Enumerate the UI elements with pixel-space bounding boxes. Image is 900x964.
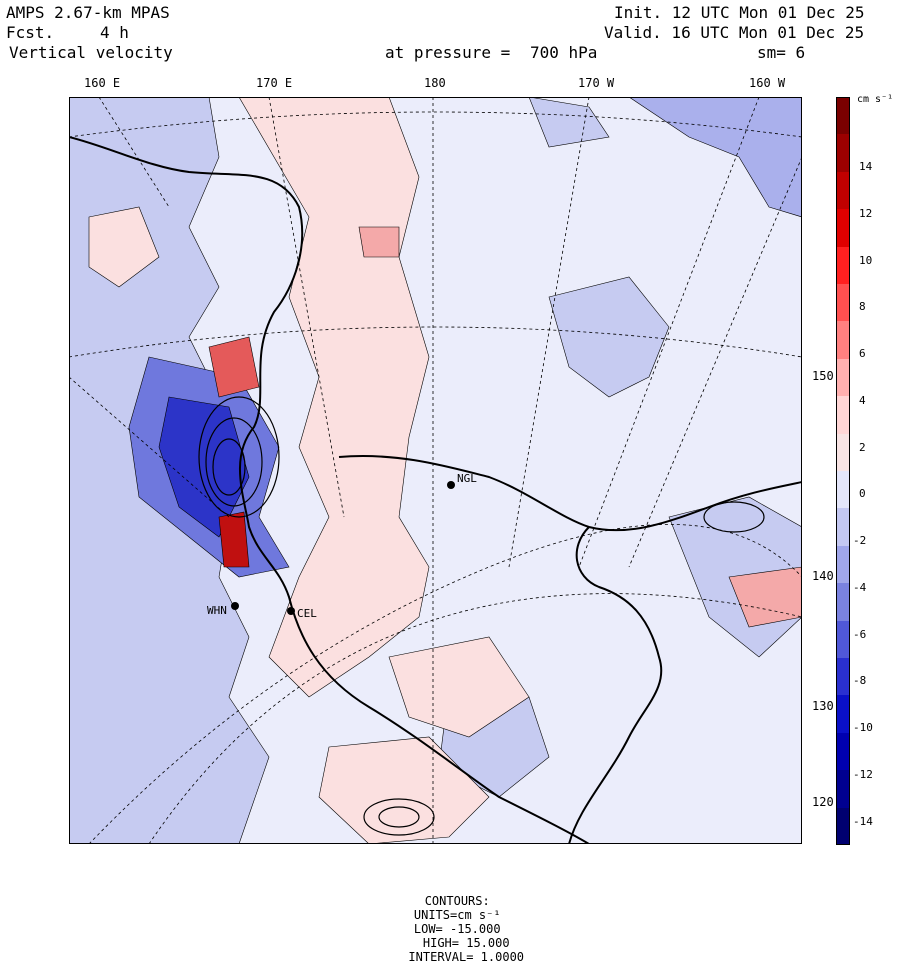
colorbar-tick-label: -4 [853,580,867,594]
colorbar-segment [836,508,850,547]
colorbar-segment [836,658,850,696]
lon-label-170w: 170 W [578,76,615,90]
low-label: LOW= -15.000 [413,922,501,936]
lon-label-160w: 160 W [749,76,786,90]
stations: NGL WHN CEL [207,472,477,620]
interval-label: INTERVAL= 1.0000 [408,950,525,964]
colorbar-tick-label: 10 [859,253,873,267]
colorbar-segment [836,807,850,846]
colorbar-segment [836,770,850,809]
lon-label-160e: 160 E [84,76,121,90]
lon-label-170e: 170 E [256,76,293,90]
colorbar-tick-label: 0 [859,487,866,501]
colorbar-tick-label: -8 [853,674,867,688]
colorbar-segment [836,471,850,509]
station-ngl-marker [447,481,455,489]
station-whn-marker [231,602,239,610]
colorbar-tick-label: -10 [853,721,873,735]
colorbar-segment [836,545,850,584]
colorbar-segment [836,171,850,210]
lon-label-180: 180 [424,76,446,90]
colorbar-tick-label: 2 [859,440,866,454]
colorbar-tick-label: -12 [853,767,873,781]
positive-velocity-areas [88,97,802,844]
init-time: Init. 12 UTC Mon 01 Dec 25 [614,3,865,22]
colorbar [836,97,850,846]
station-whn-label: WHN [207,604,227,617]
colorbar-units: cm s⁻¹ [857,94,894,105]
station-cel-marker [287,607,295,615]
field-name: Vertical velocity [9,43,173,62]
colorbar-segment [836,695,850,734]
forecast-label: Fcst. [6,23,55,42]
colorbar-segment [836,209,850,248]
valid-time: Valid. 16 UTC Mon 01 Dec 25 [604,23,865,42]
station-ngl-label: NGL [457,472,477,485]
smoothing-label: sm= 6 [757,43,806,62]
colorbar-segment [836,583,850,622]
colorbar-segment [836,321,850,360]
colorbar-tick-label: 8 [859,300,866,314]
colorbar-frame [836,97,850,845]
colorbar-tick-label: 4 [859,393,866,407]
units-label: UNITS=cm s⁻¹ [413,908,501,922]
pressure-label: at pressure = [385,43,511,62]
colorbar-segment [836,284,850,322]
vertical-velocity-map: NGL WHN CEL [69,97,802,844]
colorbar-tick-label: -6 [853,627,867,641]
colorbar-tick-label: 14 [859,160,873,174]
colorbar-segment [836,134,850,173]
coastline [69,136,802,844]
colorbar-tick-label: 12 [859,206,873,220]
model-title: AMPS 2.67-km MPAS [6,3,170,22]
colorbar-tick-label: -14 [853,814,873,828]
pressure-value: 700 hPa [530,43,598,62]
colorbar-tick-label: 6 [859,347,866,361]
graticule [69,97,802,844]
high-label: HIGH= 15.000 [422,936,510,950]
contour-info: CONTOURS: UNITS=cm s⁻¹ LOW= -15.000 HIGH… [0,880,900,964]
map-frame [69,97,802,844]
colorbar-segment [836,620,850,659]
colorbar-segment [836,97,850,135]
colorbar-segment [836,396,850,435]
colorbar-segment [836,433,850,472]
contour-cluster [198,396,765,836]
contours-label: CONTOURS: [424,894,490,908]
station-cel-label: CEL [297,607,317,620]
forecast-hour: 4 h [100,23,129,42]
colorbar-tick-label: -2 [853,534,867,548]
colorbar-segment [836,246,850,285]
colorbar-segment [836,358,850,397]
colorbar-segment [836,732,850,771]
